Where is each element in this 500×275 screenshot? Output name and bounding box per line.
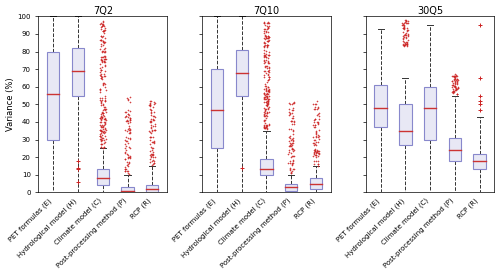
Bar: [374, 85, 387, 127]
Bar: [399, 104, 411, 145]
Title: 7Q2: 7Q2: [92, 6, 113, 16]
Bar: [260, 159, 272, 175]
Bar: [47, 51, 60, 139]
Bar: [146, 185, 158, 192]
Bar: [236, 50, 248, 95]
Bar: [285, 184, 298, 191]
Bar: [474, 154, 486, 169]
Bar: [211, 69, 223, 148]
Bar: [72, 48, 84, 95]
Bar: [122, 187, 134, 192]
Bar: [424, 87, 436, 139]
Title: 7Q10: 7Q10: [254, 6, 280, 16]
Title: 30Q5: 30Q5: [417, 6, 443, 16]
Y-axis label: Variance (%): Variance (%): [6, 78, 15, 131]
Bar: [96, 169, 109, 185]
Bar: [310, 178, 322, 189]
Bar: [448, 138, 461, 161]
